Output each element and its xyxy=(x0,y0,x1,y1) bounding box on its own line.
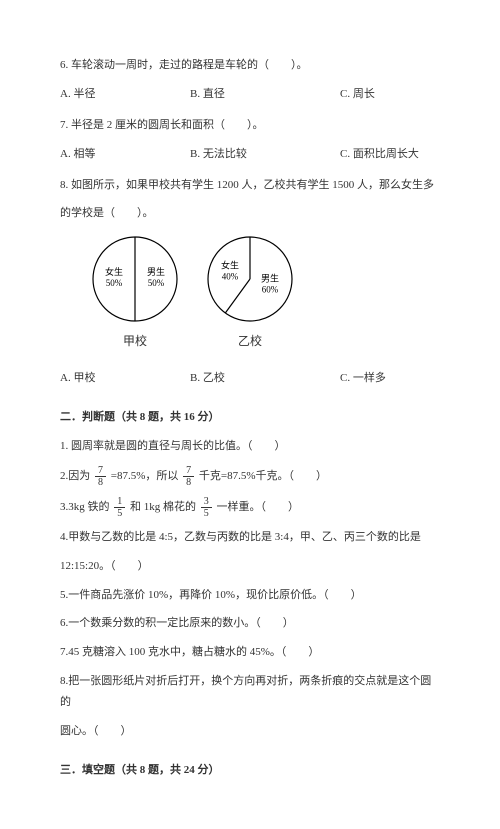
j2-part-a: 2.因为 xyxy=(60,470,90,482)
j2-frac2: 78 xyxy=(183,465,194,488)
chart-yi-label: 乙校 xyxy=(205,330,295,353)
chart-jia-label: 甲校 xyxy=(90,330,180,353)
frac-num: 7 xyxy=(183,465,194,477)
judge-4b: 12:15:20。（ ） xyxy=(60,556,440,577)
svg-text:60%: 60% xyxy=(262,285,279,295)
judge-5: 5.一件商品先涨价 10%，再降价 10%，现价比原价低。（ ） xyxy=(60,585,440,606)
q6-opt-b: B. 直径 xyxy=(190,84,340,105)
svg-text:50%: 50% xyxy=(106,278,123,288)
j3-frac2: 35 xyxy=(201,496,212,519)
pie-yi: 女生40% 男生60% xyxy=(205,234,295,324)
frac-num: 3 xyxy=(201,496,212,508)
svg-text:女生: 女生 xyxy=(221,260,239,271)
q7-opt-a: A. 相等 xyxy=(60,144,190,165)
section3-title: 三．填空题（共 8 题，共 24 分） xyxy=(60,760,440,781)
q8-text-line2: 的学校是（ ）。 xyxy=(60,203,440,224)
frac-den: 8 xyxy=(183,477,194,488)
j3-part-c: 一样重。（ ） xyxy=(217,501,300,513)
q8-opt-c: C. 一样多 xyxy=(340,368,440,389)
j2-part-b: =87.5%，所以 xyxy=(111,470,179,482)
svg-text:40%: 40% xyxy=(222,272,239,282)
j3-part-a: 3.3kg 铁的 xyxy=(60,501,110,513)
q8-options: A. 甲校 B. 乙校 C. 一样多 xyxy=(60,368,440,389)
j2-part-c: 千克=87.5%千克。（ ） xyxy=(199,470,327,482)
pie-charts-row: 女生50%男生50% 甲校 女生40%男生60% 乙校 xyxy=(90,234,440,353)
q8-opt-a: A. 甲校 xyxy=(60,368,190,389)
pie-jia: 女生50%男生50% xyxy=(90,234,180,324)
frac-den: 5 xyxy=(114,508,125,519)
svg-text:男生: 男生 xyxy=(147,266,165,277)
judge-3: 3.3kg 铁的 15 和 1kg 棉花的 35 一样重。（ ） xyxy=(60,496,440,519)
svg-text:50%: 50% xyxy=(148,278,165,288)
j2-frac1: 78 xyxy=(95,465,106,488)
section2-title: 二．判断题（共 8 题，共 16 分） xyxy=(60,407,440,428)
chart-yi: 女生40% 男生60% 乙校 xyxy=(205,234,295,353)
svg-text:女生: 女生 xyxy=(105,266,123,277)
frac-den: 8 xyxy=(95,477,106,488)
frac-den: 5 xyxy=(201,508,212,519)
q8-text-line1: 8. 如图所示，如果甲校共有学生 1200 人，乙校共有学生 1500 人，那么… xyxy=(60,175,440,196)
chart-jia: 女生50%男生50% 甲校 xyxy=(90,234,180,353)
j3-frac1: 15 xyxy=(114,496,125,519)
svg-text:男生: 男生 xyxy=(261,273,279,284)
q7-text: 7. 半径是 2 厘米的圆周长和面积（ ）。 xyxy=(60,115,440,136)
judge-4a: 4.甲数与乙数的比是 4:5，乙数与丙数的比是 3:4，甲、乙、丙三个数的比是 xyxy=(60,527,440,548)
j3-part-b: 和 1kg 棉花的 xyxy=(130,501,196,513)
judge-2: 2.因为 78 =87.5%，所以 78 千克=87.5%千克。（ ） xyxy=(60,465,440,488)
q6-options: A. 半径 B. 直径 C. 周长 xyxy=(60,84,440,105)
q6-opt-c: C. 周长 xyxy=(340,84,440,105)
q7-opt-b: B. 无法比较 xyxy=(190,144,340,165)
judge-1: 1. 圆周率就是圆的直径与周长的比值。（ ） xyxy=(60,436,440,457)
q6-opt-a: A. 半径 xyxy=(60,84,190,105)
frac-num: 7 xyxy=(95,465,106,477)
q8-opt-b: B. 乙校 xyxy=(190,368,340,389)
q6-text: 6. 车轮滚动一周时，走过的路程是车轮的（ ）。 xyxy=(60,55,440,76)
q7-opt-c: C. 面积比周长大 xyxy=(340,144,440,165)
frac-num: 1 xyxy=(114,496,125,508)
judge-6: 6.一个数乘分数的积一定比原来的数小。（ ） xyxy=(60,613,440,634)
q7-options: A. 相等 B. 无法比较 C. 面积比周长大 xyxy=(60,144,440,165)
judge-7: 7.45 克糖溶入 100 克水中，糖占糖水的 45%。（ ） xyxy=(60,642,440,663)
judge-8b: 圆心。（ ） xyxy=(60,721,440,742)
